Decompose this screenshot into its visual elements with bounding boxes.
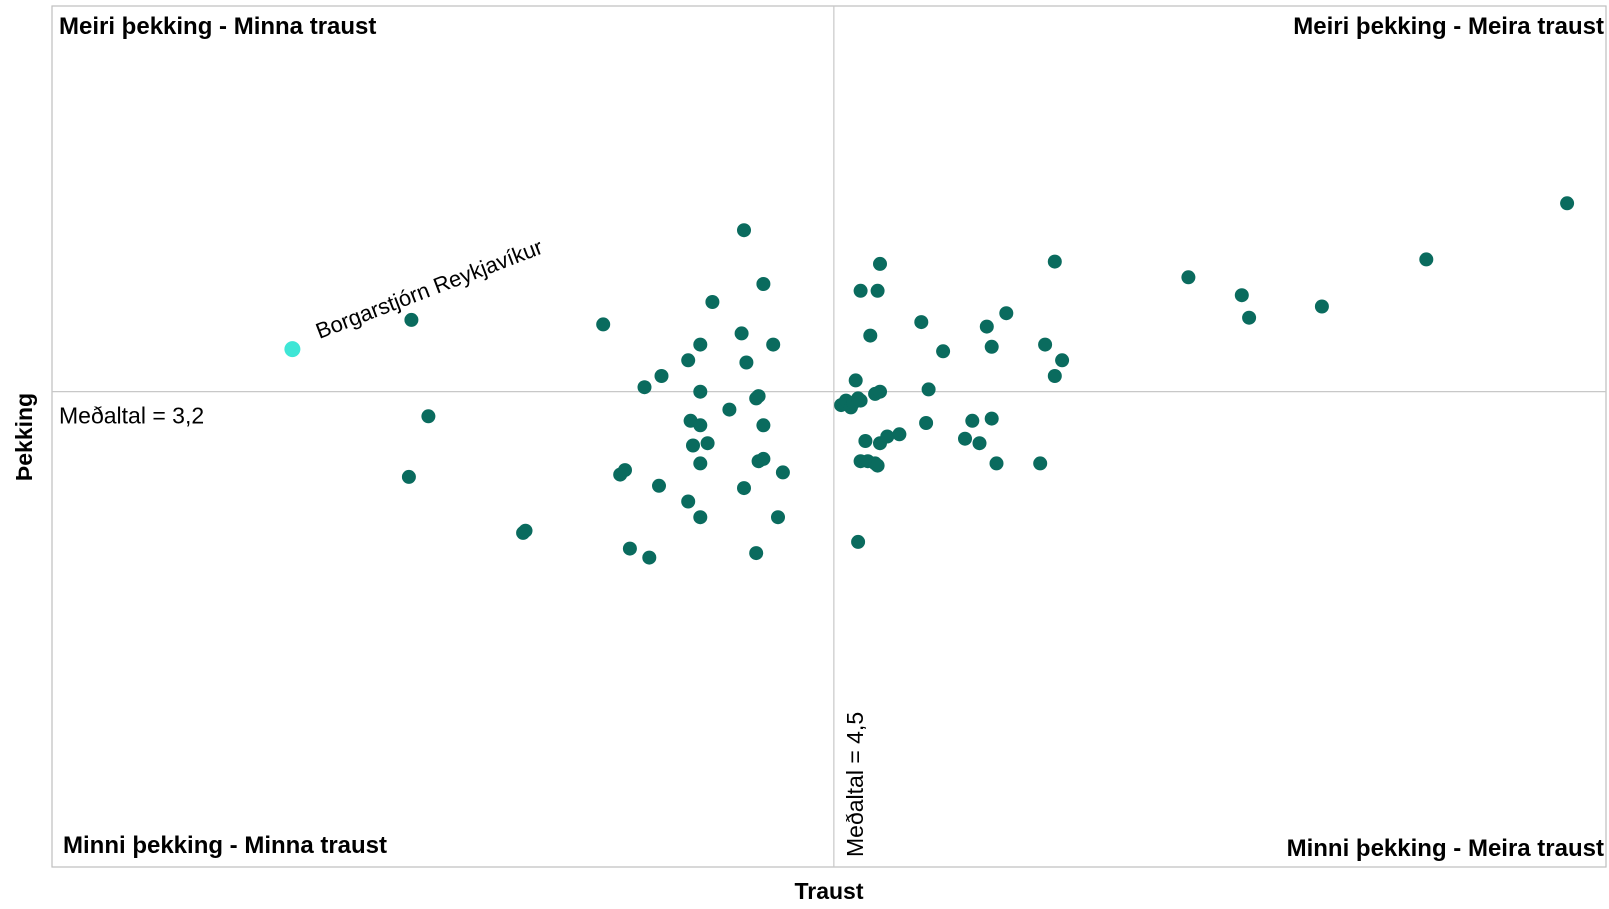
data-point xyxy=(1181,270,1196,285)
data-point xyxy=(863,328,878,343)
data-point xyxy=(892,427,907,442)
y-axis-label: Þekking xyxy=(11,393,37,481)
data-point xyxy=(693,384,708,399)
plot-frame xyxy=(51,5,1607,868)
quadrant-label-top-right: Meiri þekking - Meira traust xyxy=(1293,13,1604,40)
data-point xyxy=(870,283,885,298)
data-point xyxy=(958,431,972,446)
data-point xyxy=(979,319,994,334)
data-point xyxy=(700,436,715,451)
data-point xyxy=(693,418,708,433)
data-point xyxy=(693,510,708,525)
data-point xyxy=(914,315,929,330)
data-point xyxy=(853,283,868,298)
data-point xyxy=(775,465,790,480)
data-point xyxy=(404,312,419,327)
data-point xyxy=(1560,196,1575,211)
data-point xyxy=(596,317,611,332)
data-point xyxy=(737,223,751,238)
quadrant-label-top-left: Meiri þekking - Minna traust xyxy=(59,13,376,40)
data-point xyxy=(999,306,1014,321)
data-point xyxy=(739,355,754,370)
data-point xyxy=(637,380,652,395)
highlight-point xyxy=(284,341,301,358)
data-point xyxy=(921,382,936,397)
quadrant-label-bottom-left: Minni þekking - Minna traust xyxy=(63,832,387,859)
data-point xyxy=(654,369,669,383)
data-point xyxy=(851,534,866,549)
data-point xyxy=(848,373,863,388)
data-point xyxy=(618,463,632,478)
data-point xyxy=(1047,369,1062,383)
data-point xyxy=(1038,337,1053,352)
data-point xyxy=(936,344,951,359)
data-point xyxy=(1419,252,1434,267)
data-point xyxy=(756,418,771,433)
data-point xyxy=(873,384,887,399)
data-point xyxy=(751,389,766,404)
data-point xyxy=(518,523,533,538)
data-point xyxy=(1047,254,1062,269)
data-points xyxy=(284,196,1575,565)
data-point xyxy=(749,546,764,561)
data-point xyxy=(972,436,987,451)
data-point xyxy=(1055,353,1070,368)
data-point xyxy=(681,494,696,509)
data-point xyxy=(756,451,771,466)
data-point xyxy=(737,481,751,496)
data-point xyxy=(705,295,720,309)
data-point xyxy=(880,429,895,444)
mean-y-annotation: Meðaltal = 3,2 xyxy=(59,403,204,429)
data-point xyxy=(734,326,749,341)
data-point xyxy=(853,393,868,408)
data-point xyxy=(870,458,885,473)
data-point xyxy=(722,402,737,417)
x-axis-label: Traust xyxy=(794,878,863,904)
data-point xyxy=(1033,456,1048,471)
data-point xyxy=(771,510,785,525)
data-point xyxy=(756,277,771,291)
data-point xyxy=(989,456,1004,471)
data-point xyxy=(622,541,637,556)
data-point xyxy=(919,416,934,430)
data-point xyxy=(984,411,999,426)
data-point xyxy=(1234,288,1249,303)
data-point xyxy=(873,256,887,271)
data-point xyxy=(642,550,657,565)
data-point xyxy=(1242,310,1257,325)
data-point xyxy=(421,409,436,424)
data-point xyxy=(652,478,666,493)
data-point xyxy=(681,353,696,368)
data-point xyxy=(693,456,708,471)
data-point xyxy=(858,434,873,448)
data-point xyxy=(984,339,999,354)
data-point xyxy=(965,413,980,428)
quadrant-label-bottom-right: Minni þekking - Meira traust xyxy=(1287,835,1604,862)
data-point xyxy=(693,337,708,352)
data-point xyxy=(766,337,781,352)
data-point xyxy=(1314,299,1329,314)
data-point xyxy=(401,469,416,484)
data-point xyxy=(686,438,700,453)
mean-x-annotation: Meðaltal = 4,5 xyxy=(842,712,868,857)
